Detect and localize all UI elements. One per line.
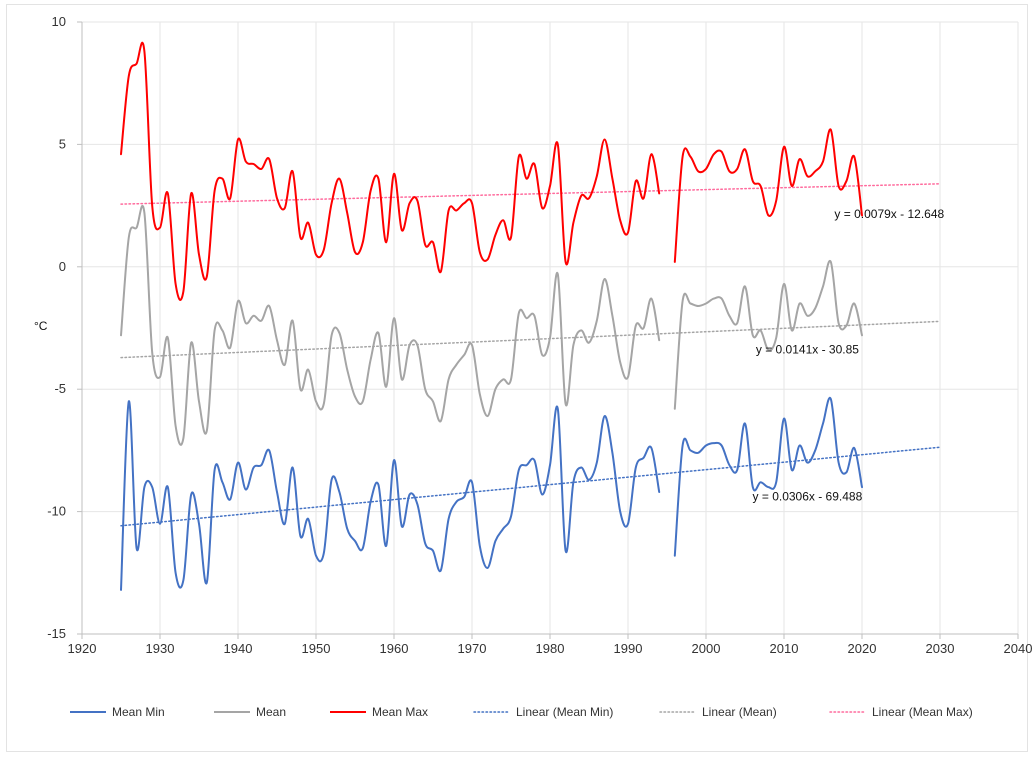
axes: 1920 1930 1940 1950 1960 1970 1980 1990 2000 2010… [47,14,1032,656]
x-tick-label: 2030 [926,641,955,656]
y-tick-label: 5 [59,136,66,151]
x-tick-label: 1950 [302,641,331,656]
y-tick-label: -15 [47,626,66,641]
legend-label-mean-min: Mean Min [112,705,165,719]
legend-label-mean: Mean [256,705,286,719]
x-tick-label: 2040 [1004,641,1033,656]
series-line-mean-min [120,400,661,591]
x-tick-label: 1920 [68,641,97,656]
trend-equation-linear-mean-max: y = 0.0079x - 12.648 [834,207,944,221]
x-tick-label: 1980 [536,641,565,656]
x-tick-label: 2010 [770,641,799,656]
trend-equations: y = 0.0306x - 69.488 y = 0.0141x - 30.85 y… [753,207,945,504]
y-tick-label: -5 [54,381,66,396]
series-line-mean [673,259,863,410]
trend-equation-linear-mean: y = 0.0141x - 30.85 [756,343,859,357]
y-tick-label: 10 [52,14,66,29]
series-line-mean-min [673,396,863,557]
legend-label-linear-mean-max: Linear (Mean Max) [872,705,973,719]
trend-line-linear-mean-min [120,446,941,527]
x-tick-label: 2020 [848,641,877,656]
legend-label-linear-mean-min: Linear (Mean Min) [516,705,613,719]
trend-line-linear-mean-max [120,183,941,205]
legend-label-mean-max: Mean Max [372,705,428,719]
data-series [120,41,863,591]
x-tick-label: 1990 [614,641,643,656]
x-tick-label: 1940 [224,641,253,656]
x-tick-label: 1970 [458,641,487,656]
series-line-mean-max [120,41,661,301]
legend-label-linear-mean: Linear (Mean) [702,705,777,719]
y-tick-label: 0 [59,259,66,274]
x-tick-label: 1930 [146,641,175,656]
series-line-mean [120,204,661,446]
x-tick-label: 2000 [692,641,721,656]
chart-frame [6,4,1028,752]
x-tick-label: 1960 [380,641,409,656]
trend-line-linear-mean [120,320,941,359]
trend-lines [120,183,941,527]
legend: Mean Min Mean Mean Max Linear (Mean Min) Lin… [70,705,973,719]
y-tick-label: -10 [47,504,66,519]
trend-equation-linear-mean-min: y = 0.0306x - 69.488 [753,490,863,504]
series-line-mean-max [673,128,863,263]
grid-lines [82,21,1019,634]
y-axis-label: °C [34,319,48,333]
